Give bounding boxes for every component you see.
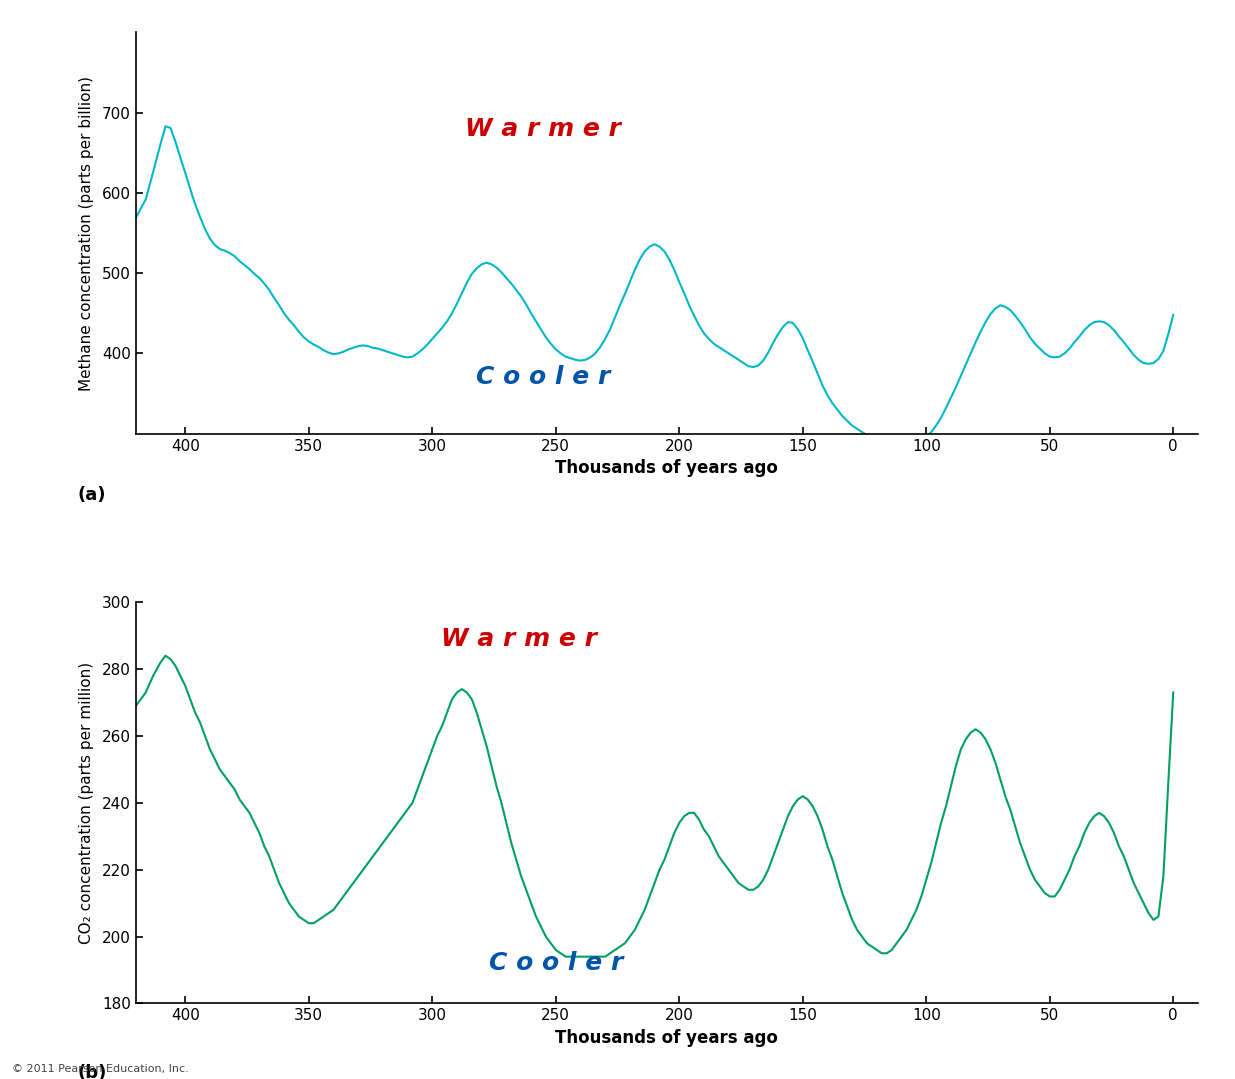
Text: C o o l e r: C o o l e r bbox=[489, 952, 622, 975]
Text: W a r m e r: W a r m e r bbox=[441, 627, 597, 651]
Text: W a r m e r: W a r m e r bbox=[466, 117, 621, 140]
Text: (a): (a) bbox=[78, 486, 106, 504]
X-axis label: Thousands of years ago: Thousands of years ago bbox=[556, 459, 778, 477]
Text: C o o l e r: C o o l e r bbox=[477, 366, 610, 390]
Text: (b): (b) bbox=[78, 1064, 106, 1079]
Y-axis label: CO₂ concentration (parts per million): CO₂ concentration (parts per million) bbox=[79, 661, 94, 944]
X-axis label: Thousands of years ago: Thousands of years ago bbox=[556, 1029, 778, 1047]
Y-axis label: Methane concentration (parts per billion): Methane concentration (parts per billion… bbox=[79, 76, 94, 391]
Text: © 2011 Pearson Education, Inc.: © 2011 Pearson Education, Inc. bbox=[12, 1064, 189, 1074]
